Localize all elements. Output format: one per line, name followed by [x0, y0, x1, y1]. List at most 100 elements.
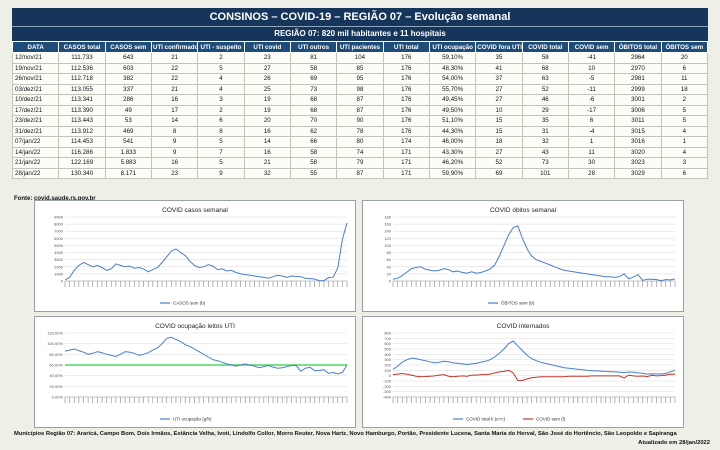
series-line	[64, 336, 348, 375]
table-cell: 171	[382, 146, 430, 158]
table-cell: 19/nov/21	[11, 62, 60, 74]
table-cell: -11	[567, 83, 616, 95]
table-row: 14/jan/22 116.286 1.833 9 7 16 58 74 171 43,30% 27…	[11, 146, 709, 158]
table-cell: 27	[243, 62, 291, 74]
table-cell: 87	[336, 94, 384, 106]
table-cell: 68	[289, 94, 338, 106]
updated-note: Atualizado em 28/jan/2022	[638, 440, 710, 446]
table-cell: 171	[382, 167, 430, 179]
table-cell: 2	[660, 94, 709, 106]
table-cell: 3015	[614, 125, 662, 137]
table-row: 03/dez/21 113.055 337 21 4 25 73 98 176 55,70% 27 5…	[11, 83, 709, 95]
table-cell: 79	[336, 157, 384, 169]
table-row: 31/dez/21 113.912 469 8 8 16 62 78 176 44,30% 15 31…	[11, 125, 709, 137]
table-cell: 2	[197, 104, 245, 116]
table-cell: 62	[289, 125, 338, 137]
table-cell: 29	[521, 104, 569, 116]
table-cell: 111.733	[58, 52, 106, 64]
y-tick-label: 0	[61, 279, 64, 284]
table-cell: 2981	[614, 73, 662, 85]
table-cell: 22	[150, 73, 199, 85]
table-cell: 21	[150, 52, 199, 64]
legend-label: UTI ocupação (g/h)	[173, 417, 212, 422]
table-cell: 80	[336, 136, 384, 148]
table-cell: 10/dez/21	[11, 94, 60, 106]
y-tick-label: 600	[384, 341, 391, 346]
table-cell: 114.453	[58, 136, 106, 148]
y-tick-label: -100	[383, 379, 392, 384]
source-note: Fonte: covid.saude.rs.gov.br	[14, 196, 96, 202]
table-cell: 20	[243, 115, 291, 127]
table-cell: 5.883	[104, 157, 152, 169]
table-cell: 81	[289, 52, 338, 64]
table-cell: 1	[660, 136, 709, 148]
table-cell: 171	[382, 157, 430, 169]
table-cell: 27	[475, 146, 523, 158]
column-header: DATA	[11, 41, 60, 53]
table-cell: 113.055	[58, 83, 106, 95]
y-tick-label: 300	[384, 357, 391, 362]
table-cell: 5	[197, 62, 245, 74]
table-cell: 3020	[614, 146, 662, 158]
table-cell: 6	[197, 115, 245, 127]
table-cell: 337	[104, 83, 152, 95]
chart-internados: COVID internados -400 -300 -200 -100 0 100 200 3…	[362, 316, 684, 428]
table-cell: 28	[567, 167, 616, 179]
table-cell: 26	[243, 73, 291, 85]
table-cell: 63	[521, 73, 569, 85]
table-cell: 286	[104, 94, 152, 106]
table-cell: 95	[336, 73, 384, 85]
chart-obitos-svg: COVID óbitos semanal 0 20 40 60 80 100 120 140 16…	[384, 207, 676, 306]
table-cell: 25	[243, 83, 291, 95]
weekly-table: DATA CASOS total CASOS sem UTI confirmado UT…	[11, 41, 709, 179]
y-tick-label: 60	[387, 257, 392, 262]
y-tick-label: 180	[384, 215, 391, 220]
table-cell: 9	[150, 146, 199, 158]
table-cell: 4	[197, 73, 245, 85]
table-cell: 43,30%	[428, 146, 477, 158]
table-cell: 3001	[614, 94, 662, 106]
table-cell: 6	[660, 167, 709, 179]
table-cell: 14/jan/22	[11, 146, 60, 158]
y-tick-label: 7000	[54, 229, 64, 234]
table-cell: 3	[660, 157, 709, 169]
table-cell: 14	[150, 115, 199, 127]
table-cell: 49,50%	[428, 104, 477, 116]
page-title: CONSINOS – COVID-19 – REGIÃO 07 – Evoluç…	[12, 8, 708, 26]
table-cell: -4	[567, 125, 616, 137]
table-cell: 176	[382, 52, 430, 64]
table-cell: 59,10%	[428, 52, 477, 64]
column-header: UTI outros	[289, 41, 338, 53]
table-cell: 9	[197, 167, 245, 179]
table-cell: 49	[104, 104, 152, 116]
table-cell: 58	[289, 62, 338, 74]
table-cell: 69	[289, 73, 338, 85]
table-cell: 53	[104, 115, 152, 127]
table-cell: 174	[382, 136, 430, 148]
series-line	[392, 340, 676, 375]
table-cell: 23	[243, 52, 291, 64]
table-cell: 68	[289, 104, 338, 116]
legend-label: ÓBITOS sem (b)	[501, 300, 535, 306]
table-cell: 23	[150, 167, 199, 179]
table-cell: 44,30%	[428, 125, 477, 137]
table-row: 10/dez/21 113.341 286 16 3 19 68 87 176 49,45% 27 4…	[11, 94, 709, 106]
table-cell: 113.341	[58, 94, 106, 106]
municipios-note: Municípios Região 07: Araricá, Campo Bom…	[14, 431, 677, 437]
table-cell: 55	[289, 167, 338, 179]
table-cell: 58	[289, 146, 338, 158]
table-cell: 6	[660, 62, 709, 74]
page-subtitle: REGIÃO 07: 820 mil habitantes e 11 hospi…	[12, 26, 708, 41]
table-cell: 116.286	[58, 146, 106, 158]
table-cell: 176	[382, 62, 430, 74]
y-tick-label: 20,00%	[49, 384, 63, 389]
y-tick-label: -400	[383, 395, 392, 400]
y-tick-label: 20	[387, 271, 392, 276]
table-cell: 69	[475, 167, 523, 179]
table-cell: 85	[336, 62, 384, 74]
legend-label: CASOS sem (b)	[173, 301, 206, 306]
table-row: 21/jan/22 122.169 5.883 16 5 21 58 79 171 46,20% 5…	[11, 157, 709, 169]
table-cell: 18	[475, 136, 523, 148]
y-tick-label: 140	[384, 229, 391, 234]
table-cell: 46,20%	[428, 157, 477, 169]
